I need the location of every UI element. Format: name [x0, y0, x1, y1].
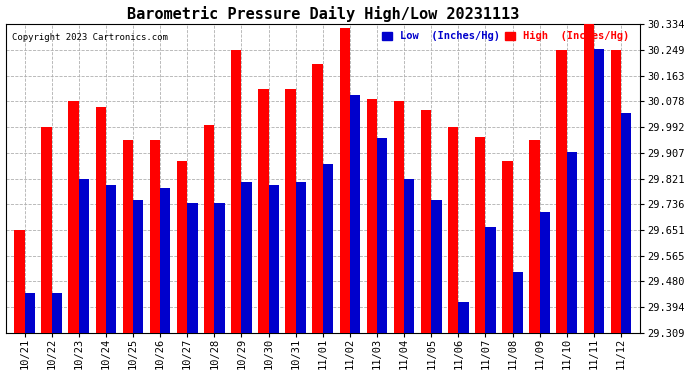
Text: Copyright 2023 Cartronics.com: Copyright 2023 Cartronics.com	[12, 33, 168, 42]
Bar	[79, 178, 89, 333]
Bar	[566, 152, 577, 333]
Bar	[204, 124, 215, 333]
Bar	[557, 50, 566, 333]
Bar	[215, 203, 225, 333]
Bar	[41, 127, 52, 333]
Bar	[150, 140, 160, 333]
Bar	[621, 112, 631, 333]
Bar	[133, 200, 144, 333]
Bar	[513, 272, 523, 333]
Bar	[486, 227, 495, 333]
Bar	[339, 28, 350, 333]
Bar	[394, 101, 404, 333]
Bar	[313, 64, 323, 333]
Bar	[404, 178, 415, 333]
Bar	[96, 106, 106, 333]
Bar	[584, 24, 594, 333]
Bar	[123, 140, 133, 333]
Bar	[241, 182, 252, 333]
Bar	[286, 88, 295, 333]
Bar	[431, 200, 442, 333]
Bar	[594, 50, 604, 333]
Bar	[258, 88, 268, 333]
Bar	[323, 164, 333, 333]
Bar	[160, 188, 170, 333]
Bar	[106, 185, 116, 333]
Bar	[502, 161, 513, 333]
Bar	[540, 212, 550, 333]
Bar	[448, 127, 458, 333]
Bar	[231, 50, 241, 333]
Bar	[25, 293, 34, 333]
Bar	[295, 182, 306, 333]
Bar	[177, 161, 187, 333]
Bar	[14, 230, 25, 333]
Bar	[421, 110, 431, 333]
Bar	[187, 203, 197, 333]
Bar	[52, 293, 62, 333]
Bar	[458, 302, 469, 333]
Bar	[529, 140, 540, 333]
Title: Barometric Pressure Daily High/Low 20231113: Barometric Pressure Daily High/Low 20231…	[126, 6, 519, 21]
Bar	[68, 101, 79, 333]
Bar	[377, 138, 387, 333]
Bar	[366, 99, 377, 333]
Bar	[611, 50, 621, 333]
Bar	[268, 185, 279, 333]
Bar	[475, 136, 486, 333]
Legend: Low  (Inches/Hg), High  (Inches/Hg): Low (Inches/Hg), High (Inches/Hg)	[380, 29, 631, 44]
Bar	[350, 94, 360, 333]
